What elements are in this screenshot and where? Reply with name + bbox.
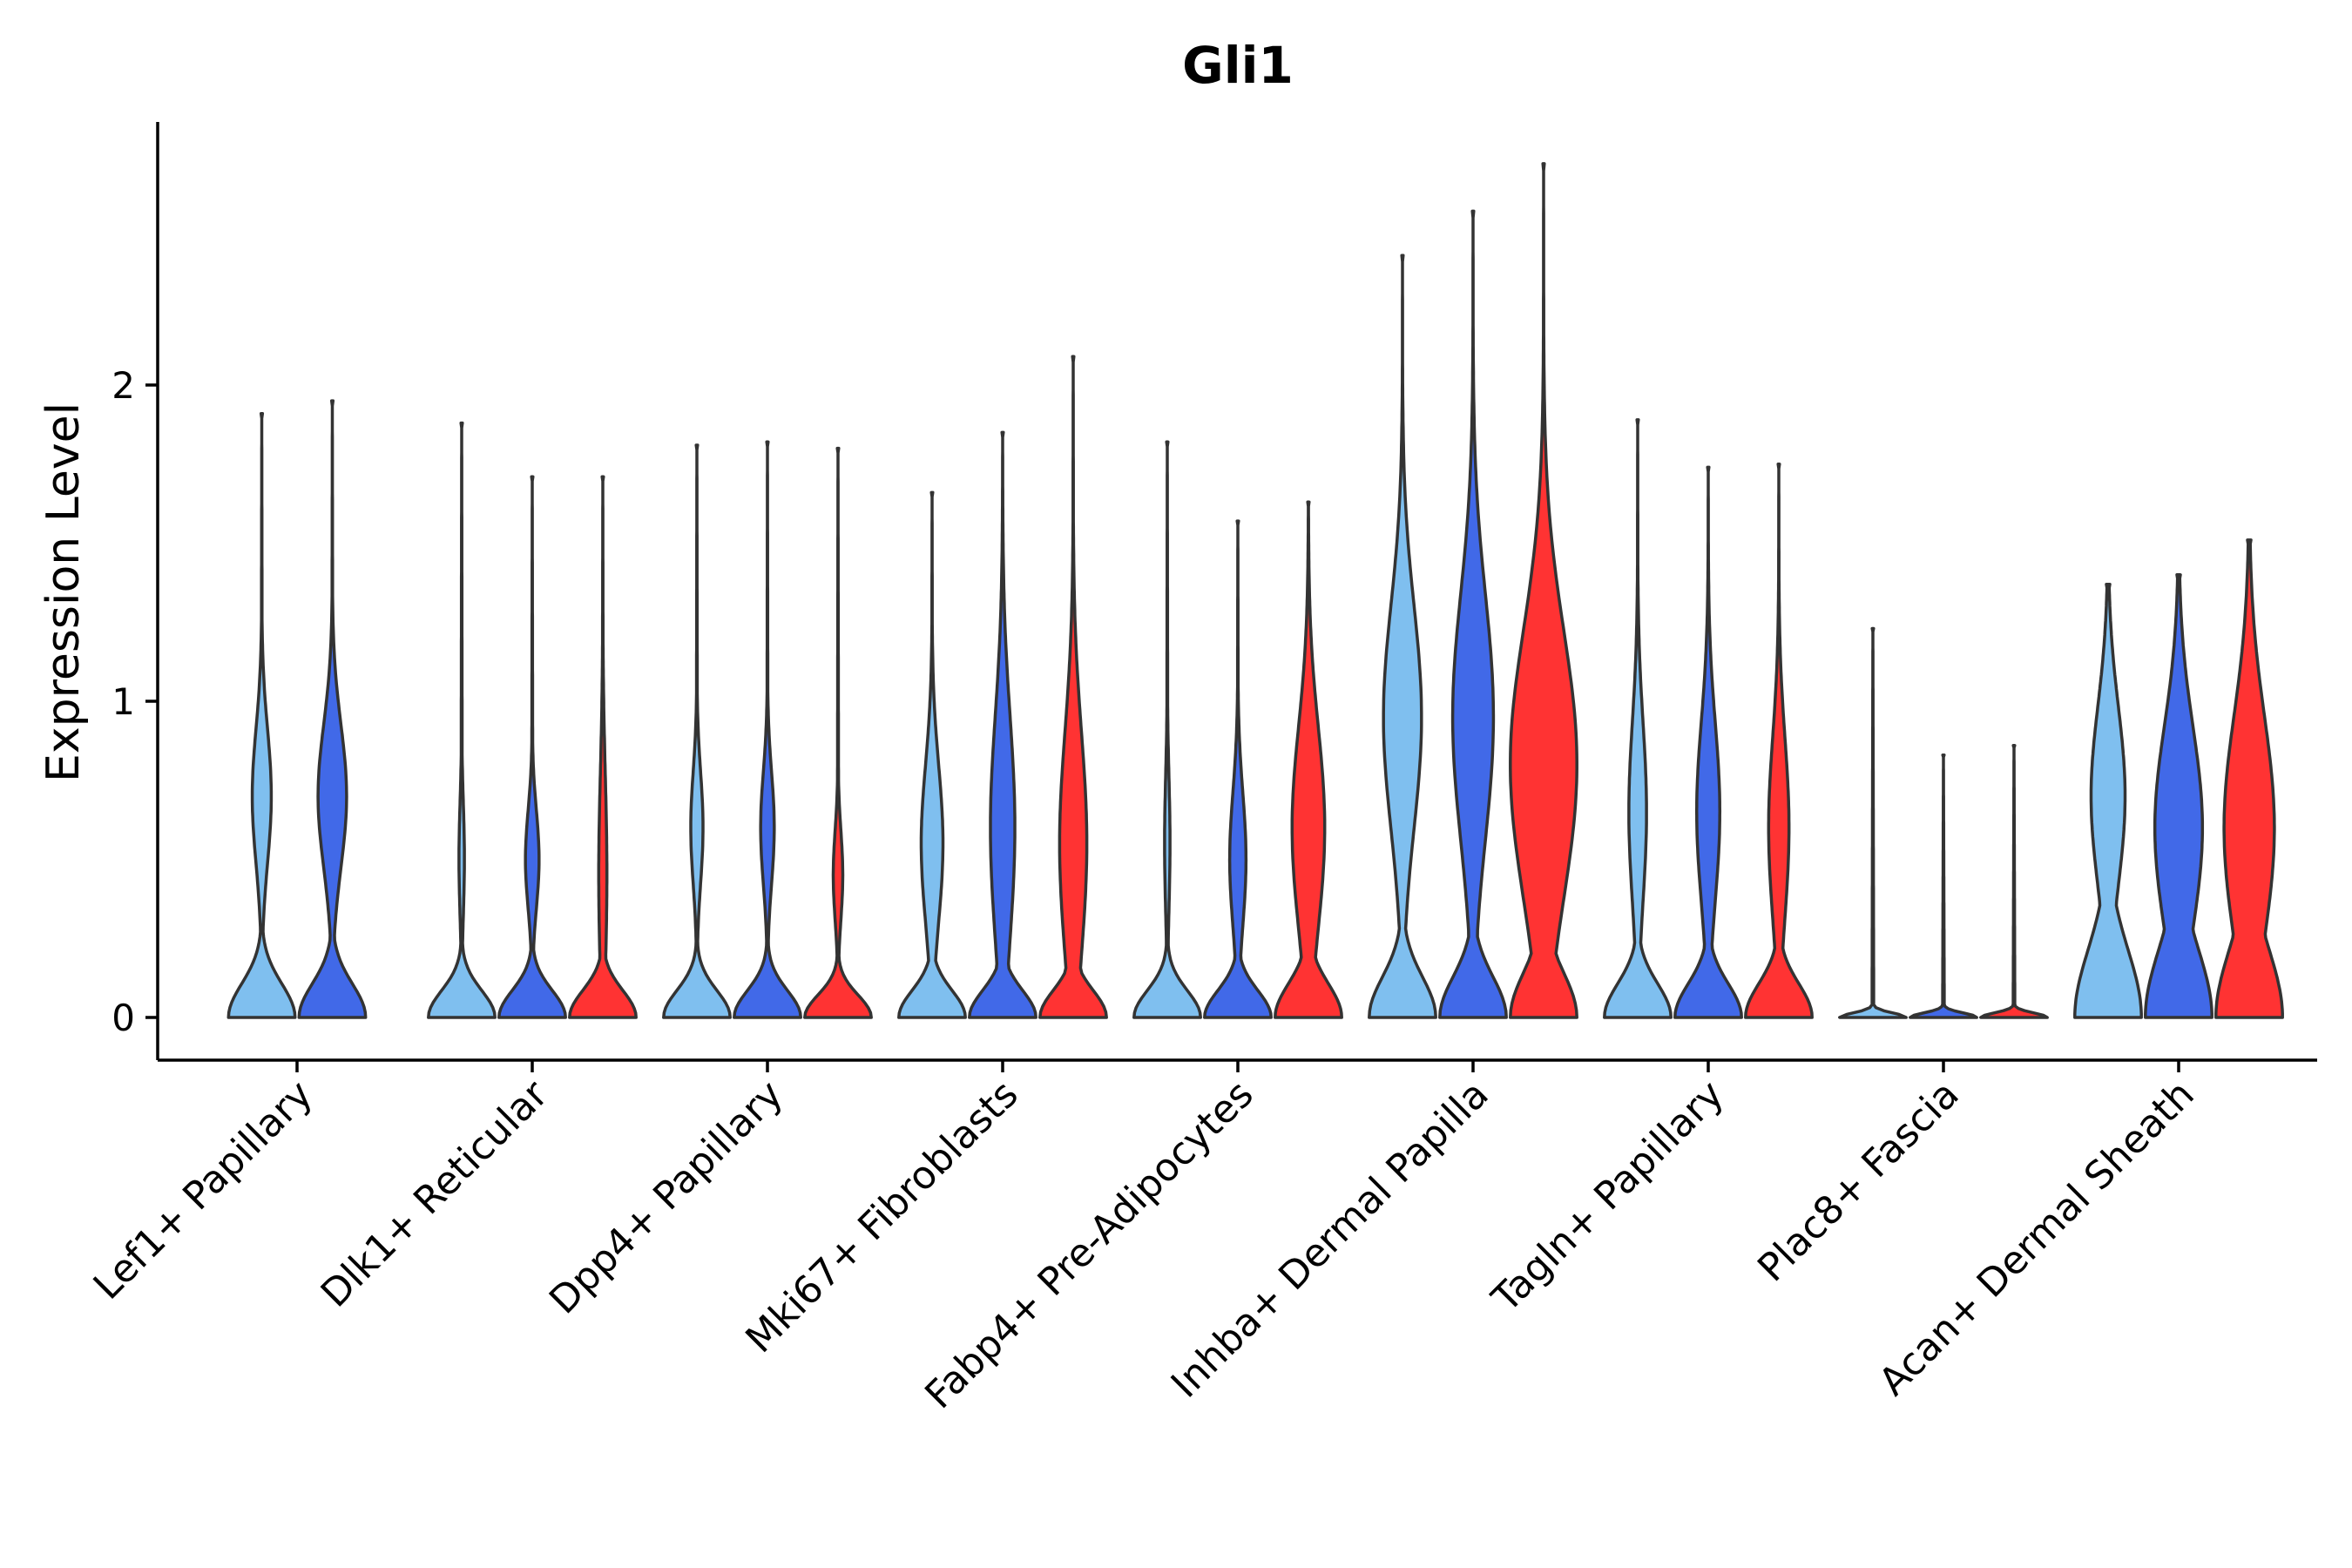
violin-lef1-papillary-1	[226, 411, 297, 1019]
violin-tagln-papillary-3	[1744, 463, 1814, 1019]
violin-dlk1-reticular-1	[427, 421, 497, 1019]
violin-dlk1-reticular-2	[497, 475, 567, 1019]
violin-dpp4-papillary-2	[733, 440, 802, 1019]
violin-plac8-fascia-2	[1909, 753, 1978, 1019]
chart-title: Gli1	[1182, 36, 1294, 95]
violin-layer	[226, 162, 2284, 1019]
x-tick-label: Dlk1+ Reticular	[313, 1071, 558, 1316]
violin-fabp4-pre-adipocytes-2	[1203, 519, 1273, 1019]
violin-plac8-fascia-1	[1838, 626, 1908, 1019]
y-tick-label: 1	[112, 680, 135, 723]
violin-acan-dermal-sheath-1	[2073, 582, 2143, 1019]
violin-mki67-fibroblasts-2	[968, 430, 1037, 1019]
violin-fabp4-pre-adipocytes-1	[1132, 440, 1202, 1019]
x-tick-label: Tagln+ Papillary	[1484, 1072, 1733, 1321]
x-tick-label: Lef1+ Papillary	[85, 1072, 321, 1308]
violin-dlk1-reticular-3	[568, 475, 638, 1019]
violin-dpp4-papillary-1	[662, 443, 732, 1019]
violin-mki67-fibroblasts-1	[897, 490, 967, 1019]
violin-inhba-dermal-papilla-3	[1509, 162, 1578, 1019]
violin-mki67-fibroblasts-3	[1038, 355, 1108, 1019]
violin-fabp4-pre-adipocytes-3	[1274, 500, 1343, 1019]
violin-lef1-papillary-2	[297, 399, 368, 1019]
violin-tagln-papillary-2	[1673, 465, 1743, 1019]
x-tick-label: Dpp4+ Papillary	[541, 1072, 792, 1323]
violin-acan-dermal-sheath-3	[2214, 538, 2284, 1019]
x-tick-label: Plac8+ Fascia	[1749, 1072, 1968, 1291]
y-axis-label: Expression Level	[37, 402, 90, 782]
violin-plac8-fascia-3	[1979, 744, 2049, 1019]
y-tick-label: 2	[112, 364, 135, 407]
violin-dpp4-papillary-3	[803, 446, 873, 1019]
violin-inhba-dermal-papilla-2	[1438, 209, 1508, 1019]
y-tick-label: 0	[112, 997, 135, 1039]
violin-acan-dermal-sheath-2	[2144, 573, 2213, 1019]
violin-tagln-papillary-1	[1603, 418, 1673, 1019]
violin-inhba-dermal-papilla-1	[1368, 253, 1437, 1019]
